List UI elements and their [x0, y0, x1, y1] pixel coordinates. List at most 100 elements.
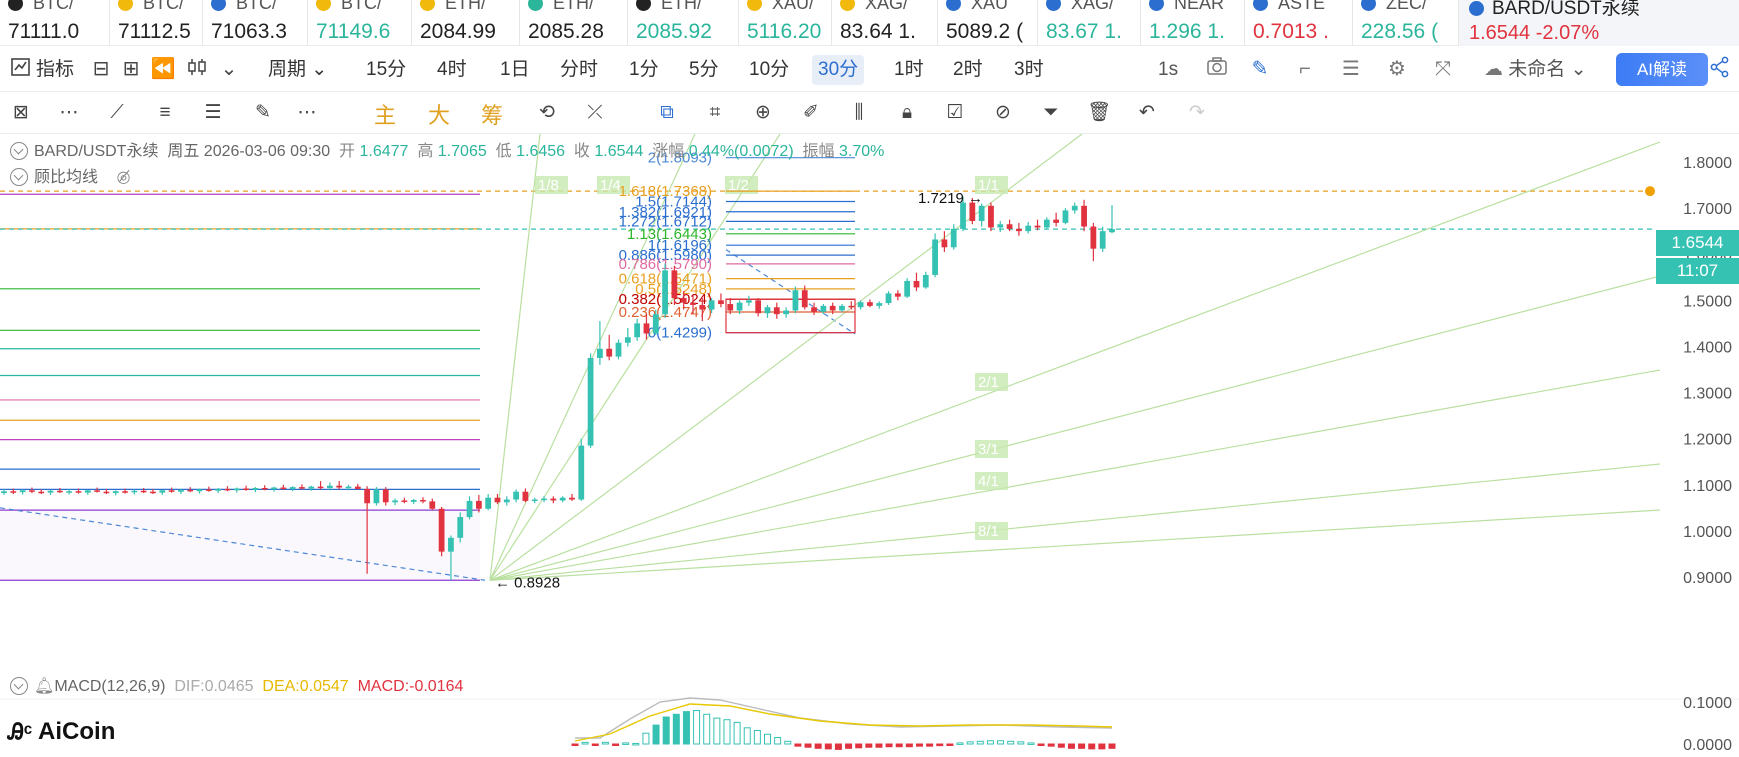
- candle-body: [960, 202, 966, 229]
- magnet-icon[interactable]: ⊘: [995, 102, 1011, 123]
- big-order-button[interactable]: 大: [428, 104, 451, 129]
- candle-body: [1, 491, 7, 494]
- pencil-icon[interactable]: ✎: [1251, 58, 1269, 80]
- price-axis-label: 1.3000: [1683, 386, 1732, 403]
- coin-icon: [747, 0, 762, 11]
- candle-body: [457, 517, 464, 538]
- interval-label[interactable]: 1s: [1158, 59, 1179, 80]
- ticker-item[interactable]: ZEC/228.56 (: [1353, 0, 1459, 45]
- undo-icon[interactable]: ↶: [1139, 102, 1155, 123]
- crosshair-icon[interactable]: ⊠: [13, 102, 29, 123]
- ticker-price: 5116.20: [747, 20, 822, 43]
- ticker-item[interactable]: XAU 5089.2 (: [938, 0, 1038, 45]
- brush-icon[interactable]: ✎: [255, 102, 271, 123]
- bell-icon[interactable]: 🔔︎: [34, 678, 55, 695]
- indicators-button[interactable]: 指标: [36, 59, 75, 80]
- ticker-item[interactable]: BTC/71063.3: [203, 0, 308, 45]
- collapse-icon[interactable]: [10, 142, 28, 160]
- fullscreen-icon[interactable]: ⤧: [1435, 58, 1451, 80]
- macd-bar: [601, 741, 609, 745]
- ticker-item[interactable]: XAU/5116.20: [739, 0, 832, 45]
- ticker-symbol: XAU: [971, 0, 1009, 13]
- candle-style-icon[interactable]: [186, 56, 212, 82]
- more-icon[interactable]: ⋯: [297, 102, 317, 123]
- price-chart[interactable]: 1/8 1/4 1/2 1/1 2/1 3/1 4/1 8/1 2(1.8093) 1.618(1…: [0, 134, 1739, 757]
- ticker-item[interactable]: NEAR 1.296 1.: [1141, 0, 1245, 45]
- trendline-icon[interactable]: ⟋: [110, 102, 124, 123]
- settings-icon[interactable]: ⚙: [1388, 58, 1406, 80]
- candles-icon[interactable]: ⫼: [854, 102, 864, 123]
- collapse-icon[interactable]: [10, 168, 28, 186]
- period-tab-15分[interactable]: 15分: [366, 59, 407, 80]
- camera-icon[interactable]: [1204, 56, 1230, 82]
- period-tab-2时[interactable]: 2时: [953, 59, 983, 80]
- eye-hidden-icon[interactable]: ◎̸: [116, 169, 131, 186]
- zoom-in-icon[interactable]: ⊕: [755, 102, 771, 123]
- period-tab-10分[interactable]: 10分: [749, 59, 790, 80]
- redo-icon[interactable]: ↷: [1189, 102, 1205, 123]
- candle-body: [289, 487, 296, 489]
- macd-bar: [1088, 743, 1096, 750]
- period-tab-4时[interactable]: 4时: [437, 59, 467, 80]
- ticker-item[interactable]: BTC/71112.5: [110, 0, 203, 45]
- magic-pen-icon[interactable]: ✐: [803, 102, 819, 123]
- candle-body: [1016, 228, 1022, 232]
- trash-icon[interactable]: 🗑︎: [1086, 102, 1112, 123]
- period-tab-3时[interactable]: 3时: [1014, 59, 1044, 80]
- ticker-item[interactable]: BTC/71111.0: [0, 0, 110, 45]
- erase-lines-icon[interactable]: ⤫: [587, 102, 603, 123]
- collapse-icon[interactable]: [10, 677, 28, 695]
- indicator-icon[interactable]: [8, 56, 34, 82]
- ticker-item[interactable]: ETH/2085.92: [628, 0, 739, 45]
- macd-bar: [915, 743, 923, 747]
- coin-icon: [211, 0, 226, 11]
- layout-name-dropdown[interactable]: ☁ 未命名 ⌄: [1484, 59, 1587, 80]
- chevron-down-icon[interactable]: ⌄: [220, 58, 238, 80]
- candle-body: [429, 501, 436, 509]
- candle-body: [867, 302, 873, 306]
- countdown-tag: 11:07: [1656, 258, 1739, 284]
- active-ticker[interactable]: BARD/USDT永续 1.6544 -2.07%: [1459, 0, 1739, 46]
- ai-analysis-button[interactable]: AI解读: [1616, 53, 1708, 86]
- chart-area[interactable]: 1/8 1/4 1/2 1/1 2/1 3/1 4/1 8/1 2(1.8093) 1.618(1…: [0, 134, 1739, 757]
- edit-list-icon[interactable]: ☑: [946, 102, 964, 123]
- horizontal-lines-icon[interactable]: ☰: [204, 102, 222, 123]
- ticker-item[interactable]: XAG/83.64 1.: [832, 0, 938, 45]
- measure-icon[interactable]: ⋯: [59, 102, 79, 123]
- main-force-button[interactable]: 主: [374, 104, 397, 129]
- comment-icon[interactable]: ⌐: [1299, 58, 1311, 80]
- replay-icon[interactable]: ⏪: [150, 58, 176, 80]
- sync-draw-icon[interactable]: ⟲: [539, 102, 555, 123]
- template-icon[interactable]: ⊟: [92, 58, 110, 80]
- share-icon[interactable]: [1707, 56, 1733, 82]
- lock-icon[interactable]: 🔒︎: [901, 102, 913, 123]
- parallel-lines-icon[interactable]: ≡: [159, 102, 171, 123]
- overlay-name: 顾比均线: [34, 169, 99, 186]
- period-tab-1时[interactable]: 1时: [894, 59, 924, 80]
- candle-body: [1034, 225, 1041, 228]
- copy-icon[interactable]: ⧉: [660, 102, 674, 123]
- period-tab-1分[interactable]: 1分: [629, 59, 659, 80]
- period-tab-分时[interactable]: 分时: [560, 59, 599, 80]
- period-tab-5分[interactable]: 5分: [689, 59, 719, 80]
- filter-icon[interactable]: ⏷: [1043, 102, 1059, 123]
- ticker-item[interactable]: ETH/2085.28: [520, 0, 628, 45]
- ticker-symbol: BTC/: [236, 0, 278, 13]
- ticker-item[interactable]: ASTE 0.7013 .: [1245, 0, 1353, 45]
- layout-icon[interactable]: ⊞: [122, 58, 140, 80]
- chips-button[interactable]: 筹: [481, 104, 504, 129]
- candle-body: [159, 490, 166, 493]
- period-tab-30分[interactable]: 30分: [812, 55, 865, 85]
- ticker-item[interactable]: ETH/2084.99: [412, 0, 520, 45]
- candle-body: [922, 274, 929, 288]
- ticker-name: ETH/: [420, 0, 486, 14]
- period-tab-1日[interactable]: 1日: [500, 59, 530, 80]
- ruler-icon[interactable]: ⌗: [709, 102, 721, 123]
- ticker-item[interactable]: BTC/71149.6: [308, 0, 412, 45]
- candle-body: [66, 491, 73, 493]
- period-dropdown[interactable]: 周期 ⌄: [268, 59, 328, 80]
- ticker-item[interactable]: XAG/83.67 1.: [1038, 0, 1141, 45]
- list-icon[interactable]: ☰: [1342, 58, 1360, 80]
- candle-body: [150, 491, 156, 494]
- ticker-name: NEAR: [1149, 0, 1224, 14]
